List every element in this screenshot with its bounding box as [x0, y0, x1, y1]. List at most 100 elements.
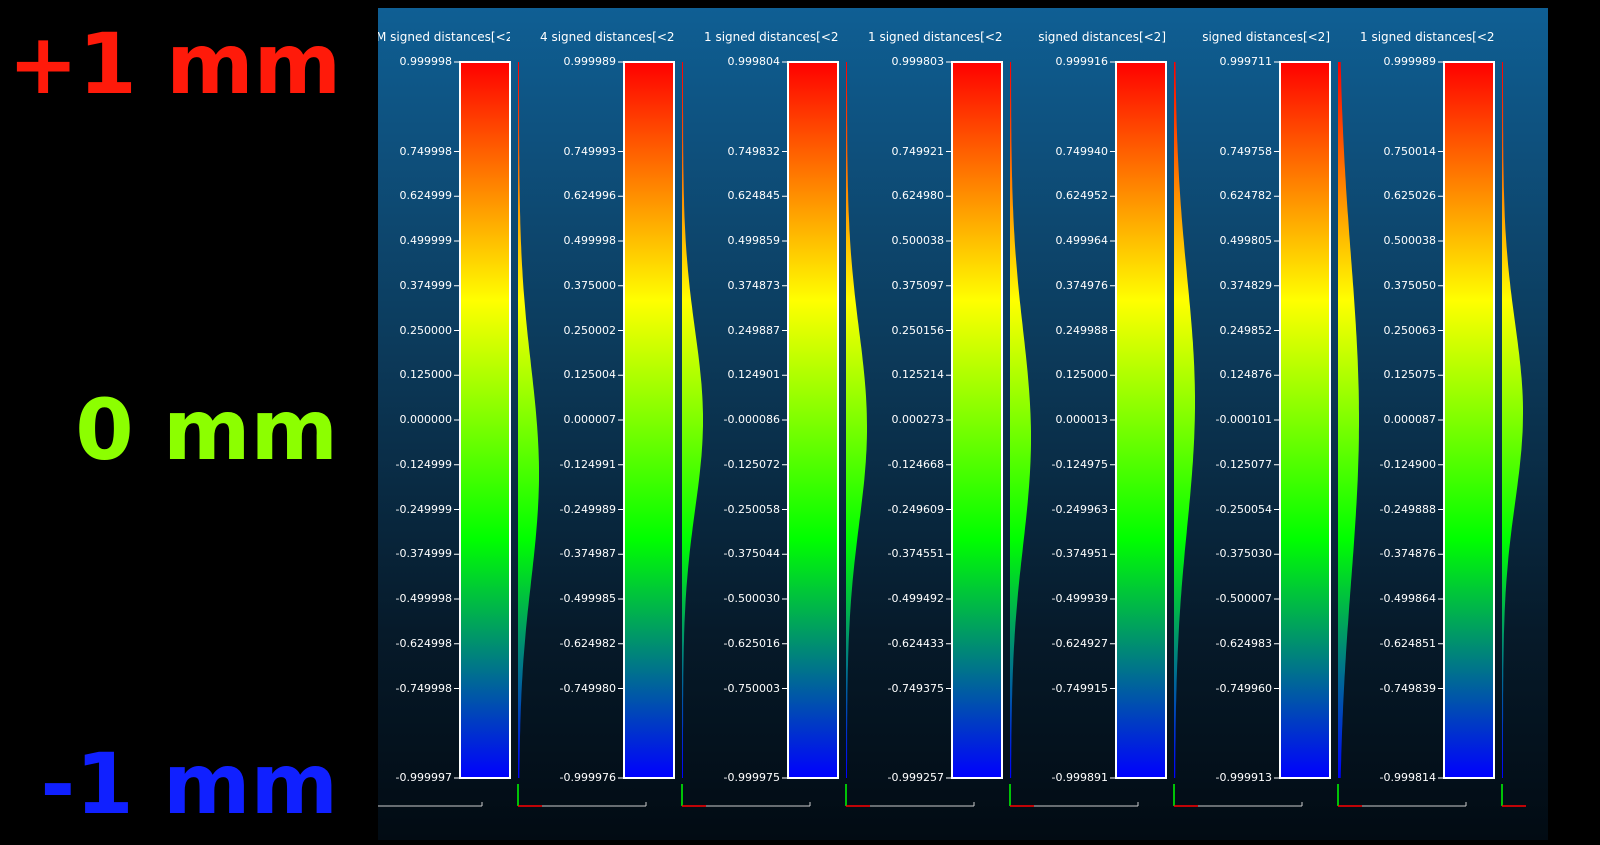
tick-label: 0.500038 — [1383, 234, 1437, 247]
tick-label: 0.499998 — [563, 234, 617, 247]
tick-label: 0.375097 — [891, 278, 945, 292]
tick-label: 0.249852 — [1219, 323, 1273, 337]
tick-label: -0.000086 — [723, 413, 780, 426]
tick-label: 0.250000 — [399, 323, 453, 337]
color-scale-bar — [1443, 61, 1495, 779]
tick-label: 0.624782 — [1219, 189, 1273, 203]
scale-title: 4 signed distances[<2] — [540, 30, 674, 44]
tick-label: -0.374987 — [559, 547, 616, 561]
tick-label: 0.499805 — [1219, 234, 1273, 247]
scale-title: signed distances[<2] — [1202, 30, 1330, 44]
tick-label: 0.999998 — [399, 55, 453, 68]
tick-label: -0.500007 — [1215, 592, 1272, 605]
tick-label: 0.624845 — [727, 189, 781, 203]
tick-label: 0.249988 — [1055, 323, 1109, 337]
tick-label: -0.124991 — [559, 457, 616, 471]
tick-label: 0.999711 — [1219, 55, 1273, 68]
histogram-shape — [1174, 62, 1195, 778]
tick-label: 0.749993 — [563, 144, 617, 158]
color-scale-bar — [623, 61, 675, 779]
tick-label: -0.249609 — [887, 502, 944, 516]
tick-label: -0.250054 — [1215, 502, 1272, 516]
scale-title: M signed distances[<2] — [378, 30, 510, 44]
tick-label: -0.624927 — [1051, 636, 1108, 650]
tick-label: -0.999891 — [1051, 771, 1108, 784]
histogram-shape — [518, 62, 539, 778]
tick-label: -0.374551 — [887, 547, 944, 561]
tick-label: -0.249999 — [395, 502, 452, 516]
tick-label: -0.624433 — [887, 636, 944, 650]
tick-label: 0.749940 — [1055, 144, 1109, 158]
tick-label: 0.499999 — [399, 234, 453, 247]
scale-title: 1 signed distances[<2] — [1360, 30, 1494, 44]
tick-label: -0.375030 — [1215, 547, 1272, 561]
tick-label: -0.624998 — [395, 636, 452, 650]
color-scale-bar — [1115, 61, 1167, 779]
color-scale-bar — [459, 61, 511, 779]
tick-label: 0.374999 — [399, 278, 453, 292]
tick-label: -0.499864 — [1379, 592, 1436, 605]
scale-title: signed distances[<2] — [1038, 30, 1166, 44]
tick-label: -0.374951 — [1051, 547, 1108, 561]
tick-label: -0.499998 — [395, 592, 452, 605]
tick-label: -0.999913 — [1215, 771, 1272, 784]
tick-label: 0.500038 — [891, 234, 945, 247]
tick-label: -0.999814 — [1379, 771, 1436, 784]
tick-label: -0.374999 — [395, 547, 452, 561]
tick-label: -0.249963 — [1051, 502, 1108, 516]
tick-label: 0.999989 — [563, 55, 617, 68]
color-scale-bar — [951, 61, 1003, 779]
tick-label: 0.250063 — [1383, 323, 1437, 337]
tick-label: -0.999997 — [395, 771, 452, 784]
tick-label: -0.749980 — [559, 681, 616, 695]
scale-title: 1 signed distances[<2] — [868, 30, 1002, 44]
tick-label: -0.125072 — [723, 457, 780, 471]
tick-label: 0.000087 — [1383, 413, 1437, 426]
tick-label: 0.999916 — [1055, 55, 1109, 68]
tick-label: 0.749921 — [891, 144, 945, 158]
tick-label: 0.375000 — [563, 278, 617, 292]
color-scale-bar — [1279, 61, 1331, 779]
tick-label: 0.374976 — [1055, 278, 1109, 292]
histogram-shape — [846, 62, 867, 778]
tick-label: -0.749375 — [887, 681, 944, 695]
tick-label: -0.499985 — [559, 592, 616, 605]
tick-label: -0.125077 — [1215, 457, 1272, 471]
histogram-shape — [1010, 62, 1031, 778]
tick-label: -0.749998 — [395, 681, 452, 695]
scalar-field-panel: M signed distances[<2] 0.999998 0.749998 0.… — [378, 8, 1548, 840]
tick-label: 0.249887 — [727, 323, 781, 337]
tick-label: 0.749998 — [399, 144, 453, 158]
tick-label: 0.624980 — [891, 189, 945, 203]
tick-label: 0.000273 — [891, 413, 945, 426]
tick-label: -0.749960 — [1215, 681, 1272, 695]
tick-label: -0.500030 — [723, 592, 780, 605]
tick-label: -0.999976 — [559, 771, 616, 784]
tick-label: 0.000000 — [399, 413, 453, 426]
tick-label: -0.124668 — [887, 457, 944, 471]
tick-label: 0.624996 — [563, 189, 617, 203]
tick-label: 0.749758 — [1219, 144, 1273, 158]
tick-label: 0.999989 — [1383, 55, 1437, 68]
histogram-shape — [682, 62, 703, 778]
tick-label: -0.999257 — [887, 771, 944, 784]
tick-label: 0.124876 — [1219, 368, 1273, 382]
tick-label: -0.999975 — [723, 771, 780, 784]
tick-label: 0.374873 — [727, 278, 781, 292]
legend-label-bottom: -1 mm — [40, 735, 338, 833]
tick-label: -0.124999 — [395, 457, 452, 471]
tick-label: -0.499492 — [887, 592, 944, 605]
tick-label: -0.624851 — [1379, 636, 1436, 650]
tick-label: -0.124900 — [1379, 457, 1436, 471]
tick-label: 0.625026 — [1383, 189, 1437, 203]
histogram-shape — [1502, 62, 1523, 778]
tick-label: -0.374876 — [1379, 547, 1436, 561]
tick-label: 0.499859 — [727, 234, 781, 247]
tick-label: 0.375050 — [1383, 278, 1437, 292]
tick-label: -0.124975 — [1051, 457, 1108, 471]
tick-label: -0.624983 — [1215, 636, 1272, 650]
tick-label: 0.125075 — [1383, 368, 1437, 382]
tick-label: 0.125000 — [399, 368, 453, 382]
tick-label: -0.625016 — [723, 636, 780, 650]
tick-label: -0.624982 — [559, 636, 616, 650]
